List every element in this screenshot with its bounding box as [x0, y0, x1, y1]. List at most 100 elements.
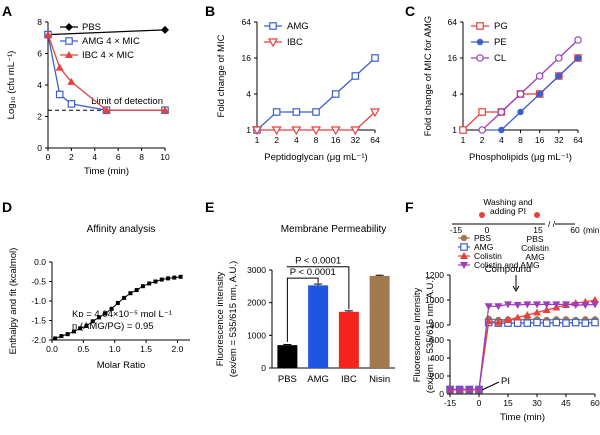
y-tick-label: 0 — [37, 143, 42, 153]
legend-label: Colistin — [474, 251, 502, 261]
legend-label: CL — [494, 53, 506, 64]
x-tick-label: 2 — [480, 135, 485, 145]
x-tick-label: 4 — [294, 135, 299, 145]
y-tick-label: 64 — [448, 17, 458, 27]
timeline-colistin: Colistin — [521, 243, 549, 253]
data-point — [272, 108, 281, 116]
data-point — [533, 301, 541, 309]
data-point — [331, 90, 340, 98]
data-point — [67, 77, 76, 85]
chart-title: Membrane Permeability — [281, 224, 387, 235]
data-point — [147, 281, 152, 286]
data-point — [271, 126, 282, 136]
data-point — [291, 126, 302, 136]
legend-marker — [460, 243, 468, 251]
kd-annotation: Kᴅ = 4.04×10⁻⁵ mol L⁻¹ — [72, 309, 172, 320]
data-point — [312, 108, 320, 116]
legend-label: PBS — [82, 22, 101, 33]
timeline-unit: (min) — [583, 225, 600, 235]
timeline-tick: 60 — [570, 225, 580, 235]
data-point — [591, 318, 599, 327]
series-line — [450, 318, 595, 391]
chart-title: Affinity analysis — [87, 224, 156, 235]
data-point — [350, 126, 361, 136]
x-axis-label: Peptidoglycan (μg mL⁻¹) — [264, 152, 367, 163]
data-point — [475, 386, 483, 394]
y-tick-label: -2.0 — [31, 335, 46, 345]
legend-label: PE — [494, 37, 507, 48]
data-point — [172, 275, 177, 280]
legend-label: AMG 4 × MIC — [82, 36, 140, 47]
pi-label: PI — [501, 376, 510, 387]
y-tick-label: 1200 — [425, 270, 444, 280]
legend-label: PBS — [474, 233, 491, 243]
data-point — [251, 126, 263, 136]
x-axis-label: Molar Ratio — [97, 360, 146, 371]
legend-marker — [460, 234, 468, 242]
data-point — [516, 90, 525, 98]
data-point — [498, 126, 505, 134]
legend-label: IBC 4 × MIC — [82, 50, 134, 61]
x-tick-label: 2 — [69, 152, 74, 162]
y-tick-label: -0.5 — [31, 277, 46, 287]
data-point — [494, 303, 503, 311]
data-point — [562, 319, 570, 327]
data-point — [161, 25, 169, 34]
y-axis-label: Log₁₀ (cfu mL⁻¹) — [6, 51, 17, 120]
data-point — [523, 311, 532, 318]
data-point — [369, 108, 381, 118]
legend-label: IBC — [287, 37, 303, 48]
data-point — [517, 108, 524, 116]
y-axis-label: Fold change of MIC — [216, 34, 227, 117]
tube-icon — [534, 212, 540, 218]
data-point — [446, 386, 454, 394]
data-point — [166, 276, 171, 281]
panel-label-a: A — [2, 3, 12, 19]
significance-bracket — [286, 277, 319, 342]
data-point — [513, 302, 522, 309]
series-line — [450, 299, 596, 391]
x-tick-label: 15 — [503, 398, 513, 408]
data-point — [153, 279, 158, 284]
x-tick-label: 60 — [590, 398, 600, 408]
data-point — [478, 108, 486, 116]
x-axis-label: Time (min) — [84, 166, 129, 177]
y-tick-label: 2000 — [247, 298, 266, 308]
data-point — [591, 301, 599, 309]
legend-marker — [476, 38, 484, 46]
y-tick-label: 1000 — [247, 330, 266, 340]
n-annotation: n (AMG/PG) = 0.95 — [72, 321, 154, 332]
y-tick-label: 600 — [430, 335, 444, 345]
x-tick-label: 30 — [532, 398, 542, 408]
timeline-pbs: PBS — [526, 234, 543, 244]
data-point — [555, 72, 563, 80]
data-point — [67, 100, 76, 108]
bar — [277, 345, 298, 368]
data-point — [562, 301, 570, 309]
bar — [338, 311, 359, 368]
x-tick-label: 2.0 — [172, 344, 184, 354]
timeline-text-1: Washing and — [483, 197, 533, 207]
y-axis-label: Fold change of MIC for AMG — [423, 16, 434, 136]
x-tick-label: 8 — [518, 135, 523, 145]
x-tick-label: 8 — [314, 135, 319, 145]
data-point — [591, 296, 599, 303]
data-point — [523, 319, 532, 327]
x-tick-label: 4 — [499, 135, 504, 145]
data-point — [484, 303, 493, 311]
data-point — [581, 319, 590, 327]
data-point — [97, 315, 102, 320]
y-axis-label-2: (ex/em = 535/615 nm, A.U.) — [228, 261, 239, 377]
data-point — [542, 301, 551, 309]
data-point — [53, 336, 58, 341]
compound-label: Compound — [485, 264, 531, 275]
x-tick-label: 4 — [92, 152, 97, 162]
legend-label: AMG — [287, 21, 309, 32]
y-tick-label: 0.0 — [34, 257, 46, 267]
data-point — [292, 108, 301, 116]
y-axis-label-2: (ex/em = 535/615 nm, A.U.) — [425, 277, 436, 393]
data-point — [84, 323, 89, 328]
data-point — [455, 386, 464, 394]
